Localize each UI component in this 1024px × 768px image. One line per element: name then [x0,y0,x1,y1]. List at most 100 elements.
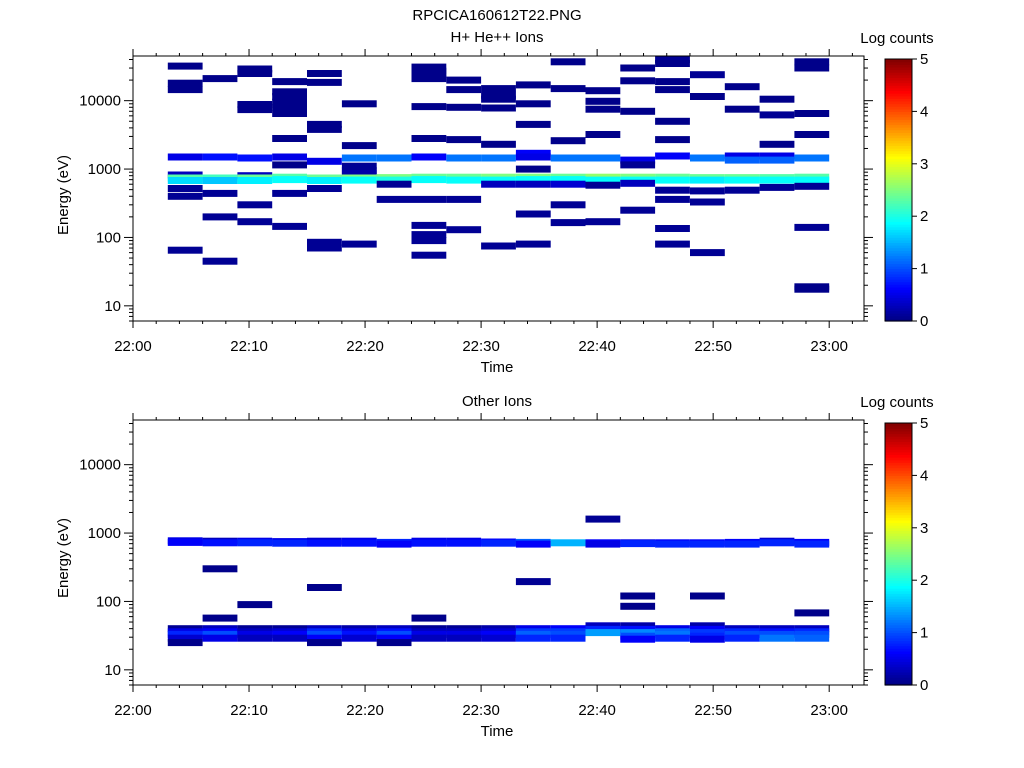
spectrogram-cell [655,56,690,63]
spectrogram-cell [481,95,516,103]
spectrogram-cell [759,634,795,642]
spectrogram-cell [167,177,203,184]
colorbar-segment [885,155,912,160]
colorbar-segment [885,171,912,175]
spectrogram-cell [411,614,447,622]
spectrogram-cell [655,136,690,144]
spectrogram-cell [794,540,830,548]
colorbar-frame [884,58,913,322]
colorbar-segment [885,195,912,199]
colorbar-segment [885,297,912,301]
spectrogram-cell [167,246,203,254]
colorbar-segment [885,485,912,490]
spectrogram-cell [167,62,203,70]
colorbar-segment [885,90,912,94]
colorbar-segment [885,582,912,587]
spectrogram-cell [655,634,690,642]
spectrogram-cell [237,201,273,209]
spectrogram-cell [515,120,551,128]
spectrogram-cell [515,81,551,89]
colorbar-segment [885,242,912,246]
figure-title: RPCICA160612T22.PNG [412,7,581,24]
colorbar-segment [885,443,912,448]
colorbar-segment [885,640,912,644]
spectrogram-cell [341,176,377,184]
colorbar-segment [885,148,912,152]
spectrogram-cell [341,170,377,177]
colorbar-segment [885,540,912,545]
colorbar-tick-label: 2 [920,208,928,225]
colorbar-segment [885,425,912,429]
spectrogram-cell [167,634,203,642]
spectrogram-cell [481,91,516,99]
x-tick-label: 22:10 [230,702,268,719]
spectrogram-cell [620,64,656,72]
colorbar-segment [885,245,912,249]
spectrogram-cell [794,609,830,617]
spectrogram-cell [272,153,307,161]
colorbar-segment [885,268,912,272]
spectrogram-cell [202,539,238,547]
spectrogram-cell [237,539,273,547]
colorbar-segment [885,216,912,220]
colorbar-segment [885,153,912,157]
colorbar-segment [885,221,912,225]
colorbar: 0 1 2 3 4 5 [884,51,928,330]
spectrogram-cell [411,221,447,229]
x-tick-label: 22:50 [694,338,732,355]
spectrogram-cell [446,630,482,638]
colorbar-segment [885,433,912,437]
spectrogram-cell [341,100,377,108]
spectrogram-cell [690,592,725,600]
spectrogram-cell [237,630,273,638]
spectrogram-cell [167,86,203,94]
colorbar-segment [885,506,912,511]
spectrogram-cell [307,244,342,252]
spectrogram-cell [446,154,482,162]
colorbar-segment [885,436,912,440]
spectrogram-cell [655,176,690,184]
colorbar-segment [885,519,912,524]
y-tick-label: 10000 [79,457,121,474]
colorbar-segment [885,302,912,306]
colorbar-segment [885,551,912,555]
spectrogram-cell [202,153,238,161]
colorbar-segment [885,438,912,442]
colorbar-segment [885,208,912,212]
spectrogram-cell [759,176,795,184]
spectrogram-cell [272,103,307,111]
spectrogram-cell [237,106,273,114]
colorbar-segment [885,535,912,539]
colorbar-segment [885,483,912,487]
colorbar-segment [885,176,912,181]
spectrogram-cell [620,206,656,214]
spectrogram-cell [655,540,690,548]
colorbar-segment [885,64,912,68]
spectrogram-cell [655,60,690,67]
x-tick-label: 22:20 [346,338,384,355]
colorbar-segment [885,200,912,204]
y-tick-label: 1000 [88,525,121,542]
spectrogram-cell [376,634,412,642]
spectrogram-cell [724,83,760,91]
colorbar-segment [885,472,912,476]
spectrogram-cell [515,180,551,188]
spectrogram-cell [167,153,203,161]
colorbar-segment [885,276,912,280]
spectrogram-cell [585,105,621,113]
spectrogram-cell [202,634,238,642]
colorbar-segment [885,100,912,105]
spectrogram-cell [620,107,656,115]
colorbar-segment [885,300,912,304]
spectrogram-cell [376,180,412,188]
y-tick-label: 100 [96,593,121,610]
colorbar-segment [885,470,912,474]
colorbar-segment [885,590,912,594]
spectrogram-cell [341,240,377,248]
spectrogram-cell [237,154,273,162]
colorbar-segment [885,580,912,584]
colorbar-segment [885,210,912,215]
colorbar-segment [885,595,912,600]
